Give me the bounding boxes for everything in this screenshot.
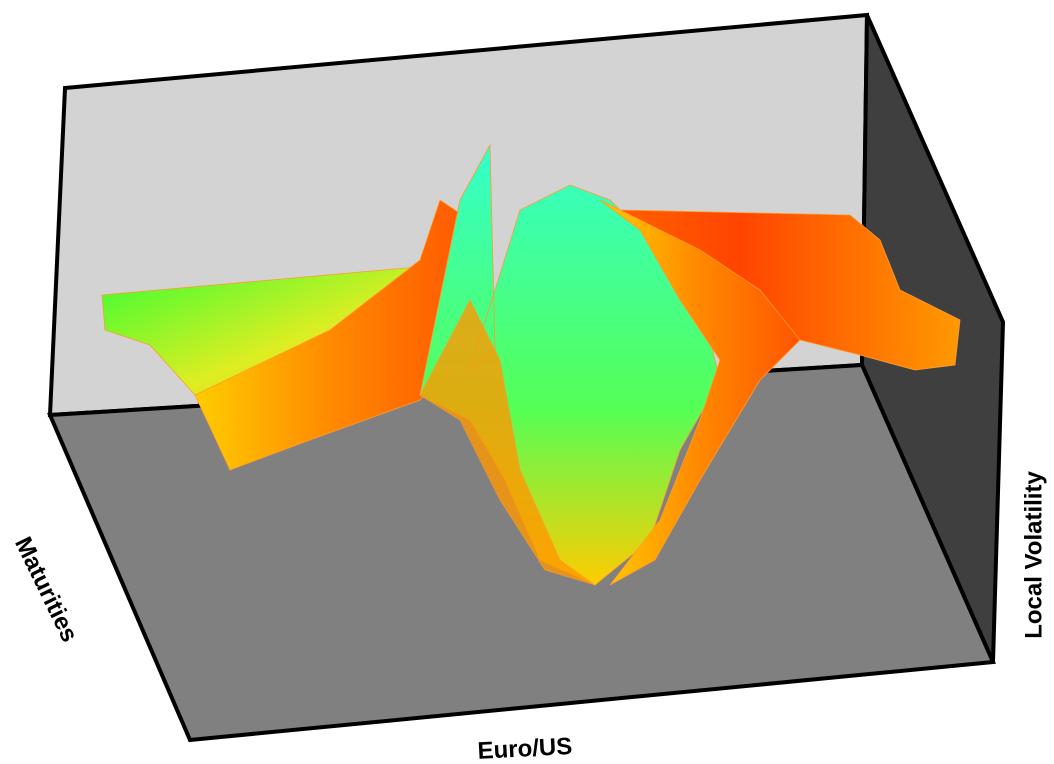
z-axis-label: Local Volatility bbox=[1020, 471, 1047, 639]
x-axis-label: Euro/US bbox=[477, 733, 573, 764]
chart: Maturities Euro/US Local Volatility bbox=[0, 0, 1054, 764]
y-axis-label: Maturities bbox=[9, 533, 83, 647]
